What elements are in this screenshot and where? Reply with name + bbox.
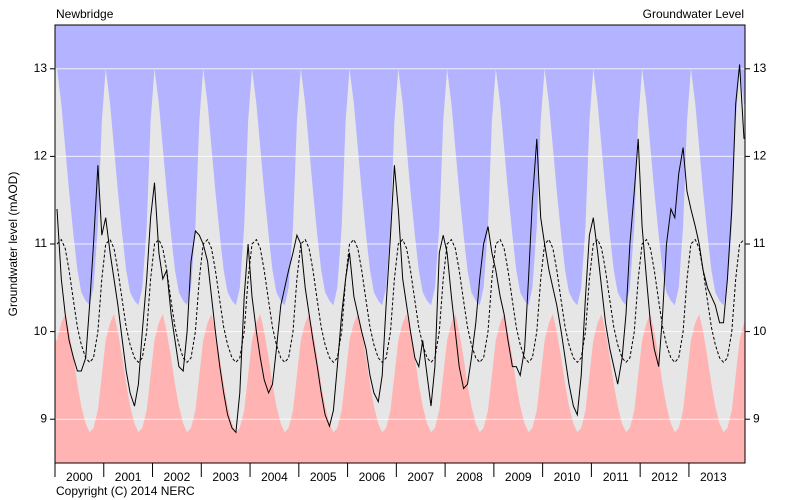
y-tick-label: 10	[34, 324, 48, 338]
y-tick-label: 13	[34, 61, 48, 75]
y2-tick-label: 12	[753, 149, 767, 163]
level-line	[56, 64, 745, 434]
y2-tick-label: 11	[753, 236, 766, 250]
y2-tick-label: 10	[753, 324, 767, 338]
y-tick-label: 9	[40, 411, 47, 425]
y-tick-label: 11	[35, 236, 48, 250]
x-tick-label: 2011	[603, 470, 629, 484]
x-tick-label: 2004	[261, 470, 288, 484]
y-axis-label: Groundwater level (mAOD)	[6, 172, 20, 317]
footer: Copyright (C) 2014 NERC	[56, 484, 195, 498]
band-area	[55, 25, 745, 306]
y2-tick-label: 13	[753, 61, 767, 75]
chart-subtitle: Groundwater Level	[643, 7, 744, 21]
mean-line	[56, 238, 745, 364]
plot-frame	[54, 24, 746, 464]
x-tick-label: 2001	[115, 470, 142, 484]
x-tick-label: 2010	[554, 470, 581, 484]
x-tick-label: 2013	[700, 470, 727, 484]
plot-area	[55, 25, 745, 463]
x-tick-label: 2007	[407, 470, 434, 484]
x-tick-label: 2012	[651, 470, 678, 484]
y-tick-label: 12	[34, 149, 48, 163]
chart-title: Newbridge	[56, 7, 114, 21]
x-tick-label: 2003	[212, 470, 239, 484]
x-tick-label: 2006	[359, 470, 386, 484]
band-area	[55, 314, 745, 463]
x-tick-label: 2008	[456, 470, 483, 484]
y2-tick-label: 9	[753, 411, 760, 425]
x-tick-label: 2000	[66, 470, 93, 484]
x-tick-label: 2009	[505, 470, 532, 484]
x-tick-label: 2005	[310, 470, 337, 484]
x-tick-label: 2002	[164, 470, 191, 484]
